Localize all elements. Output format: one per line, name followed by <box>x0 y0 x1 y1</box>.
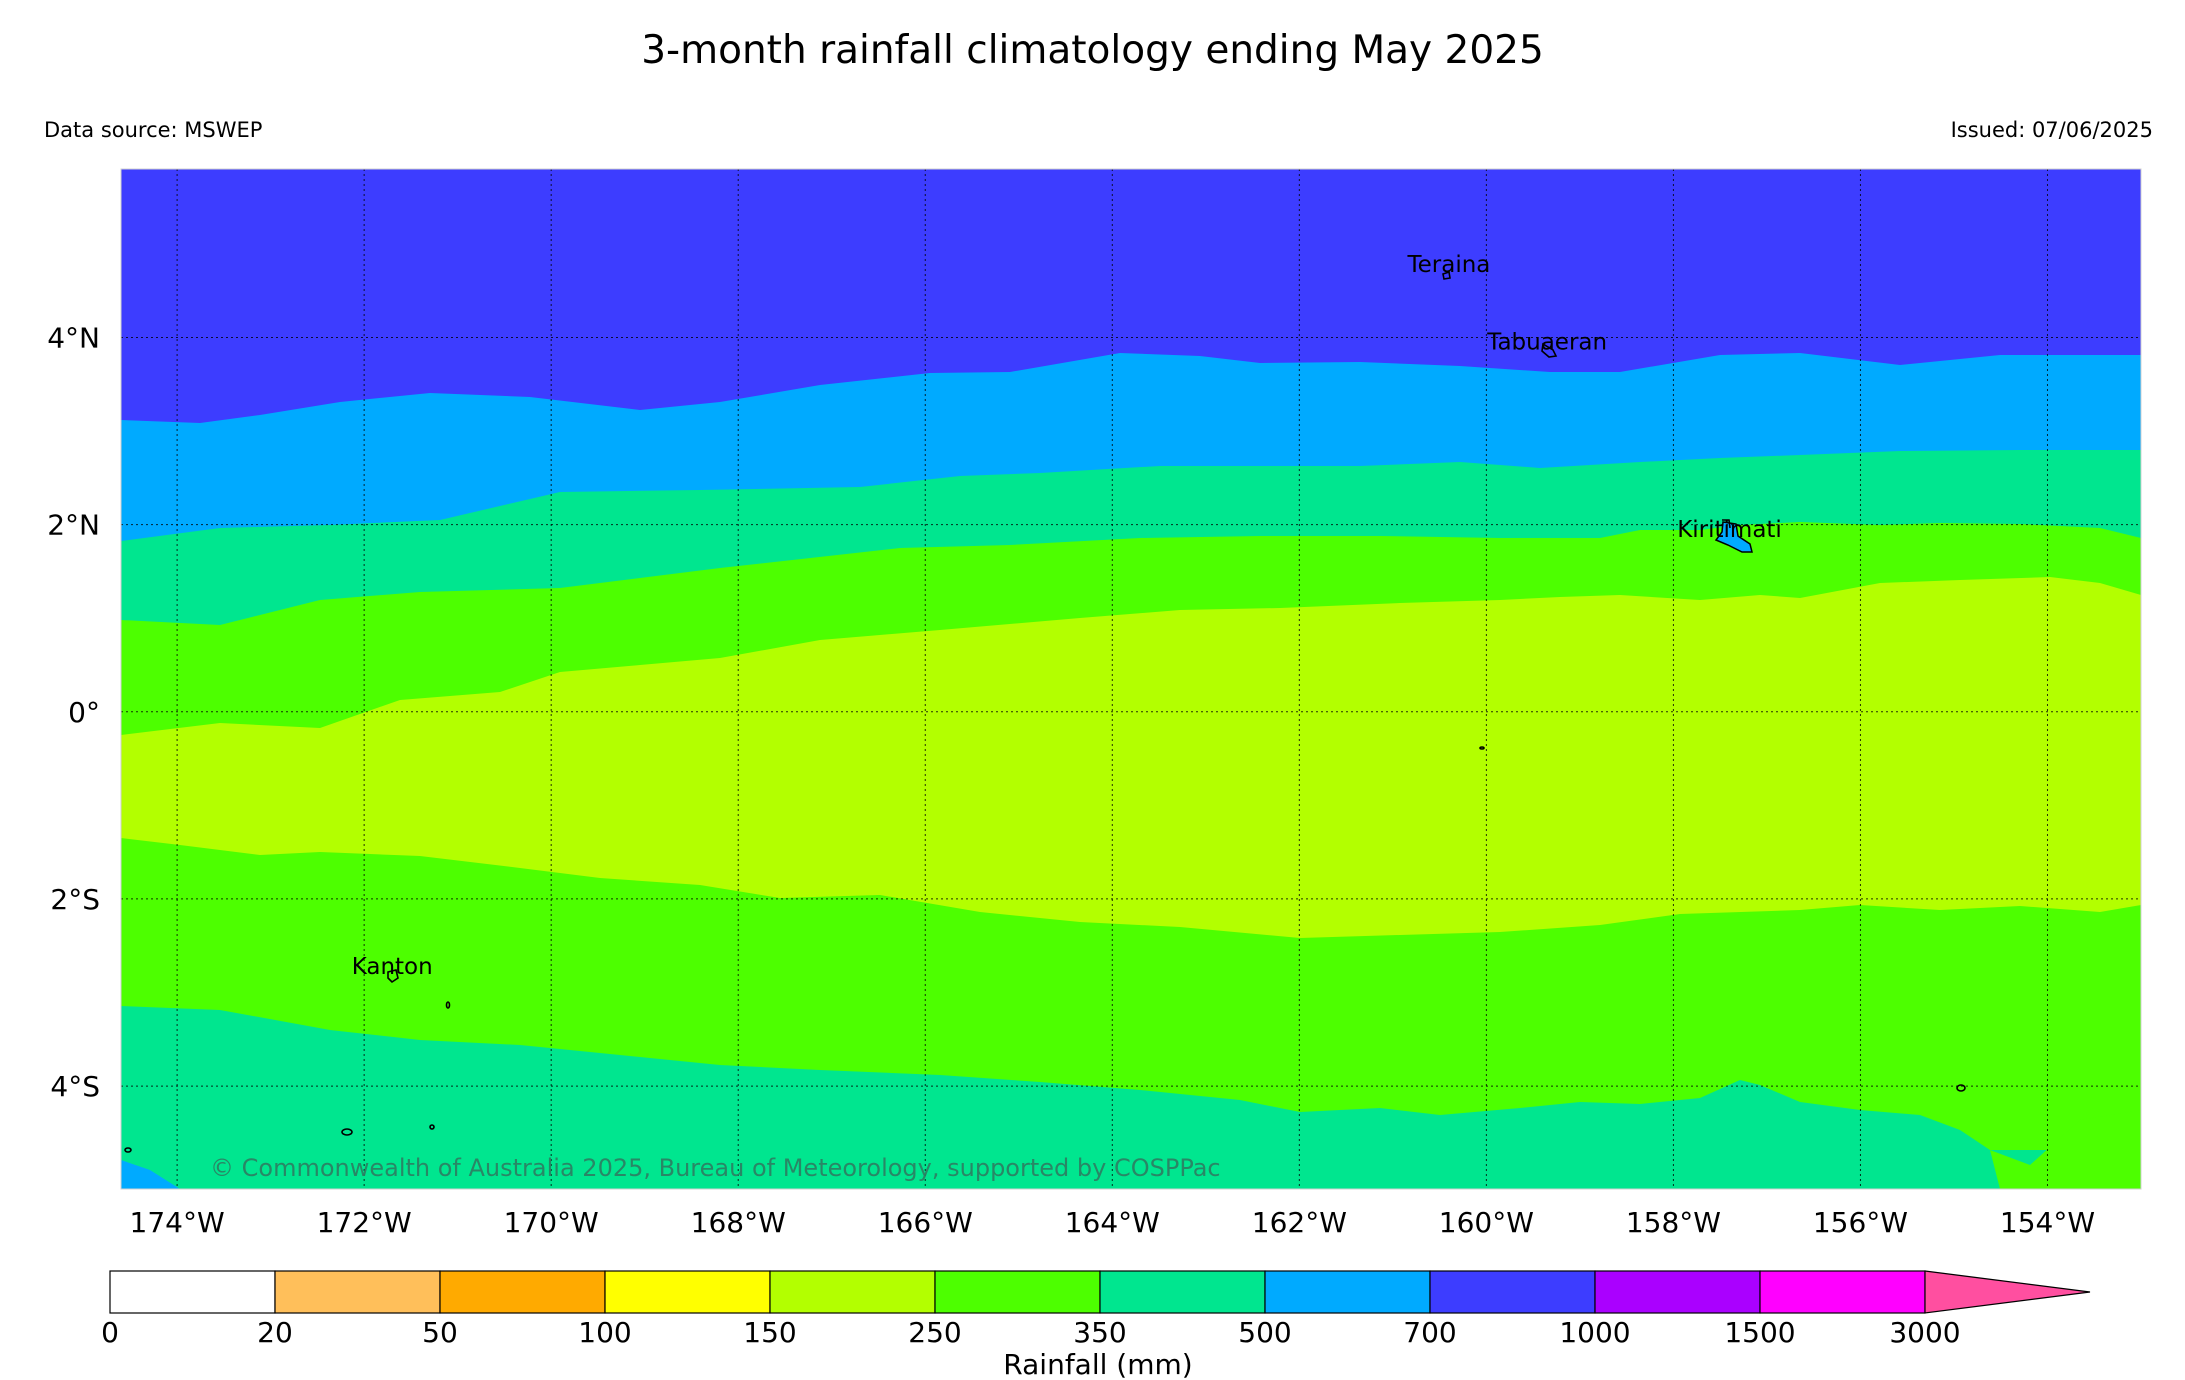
colorbar-tick-label: 500 <box>1238 1316 1291 1349</box>
colorbar-bin <box>1099 1270 1266 1314</box>
colorbar-tick-label: 20 <box>257 1316 293 1349</box>
longitude-tick-label: 174°W <box>130 1206 225 1239</box>
data-source-label: Data source: MSWEP <box>44 118 263 142</box>
longitude-tick-label: 170°W <box>504 1206 599 1239</box>
colorbar-bin <box>1264 1270 1431 1314</box>
longitude-tick-label: 158°W <box>1626 1206 1721 1239</box>
colorbar-bin <box>109 1270 276 1314</box>
kiritimati-outline <box>1722 519 1731 529</box>
colorbar-tick-labels: 0 20 50 100 150 250 350 500 700 1000 1500 3000 <box>101 1316 1961 1349</box>
islet-outline <box>1479 746 1485 750</box>
map-title: 3-month rainfall climatology ending May … <box>641 28 1544 73</box>
colorbar-tick-label: 50 <box>422 1316 458 1349</box>
longitude-tick-label: 162°W <box>1252 1206 1347 1239</box>
tabuaeran-outline <box>1541 342 1558 358</box>
colorbar-tick-label: 700 <box>1403 1316 1456 1349</box>
colorbar-title: Rainfall (mm) <box>1003 1348 1192 1380</box>
band-500-700-southwest <box>121 1160 180 1189</box>
colorbar-tick-label: 350 <box>1073 1316 1126 1349</box>
longitude-tick-labels: 174°W 172°W 170°W 168°W 166°W 164°W 162°W 160°W… <box>130 1206 2096 1239</box>
colorbar-bin <box>604 1270 771 1314</box>
latitude-tick-label: 2°N <box>47 509 100 542</box>
kanton-outline <box>387 969 399 984</box>
latitude-tick-label: 2°S <box>50 883 100 916</box>
latitude-tick-label: 4°N <box>47 321 100 354</box>
colorbar-bin <box>769 1270 936 1314</box>
colorbar-bin <box>439 1270 606 1314</box>
colorbar-tick-label: 150 <box>743 1316 796 1349</box>
longitude-tick-label: 166°W <box>878 1206 973 1239</box>
graticule <box>121 169 2141 1189</box>
rainfall-contour-field <box>121 169 2141 1189</box>
islet-outline <box>1956 1084 1966 1092</box>
colorbar-tick-label: 3000 <box>1889 1316 1960 1349</box>
place-label: Teraina <box>1407 252 1491 278</box>
colorbar-extend-arrow <box>1924 1270 2091 1314</box>
teraina-outline <box>1442 270 1451 280</box>
island-outlines <box>124 270 1966 1153</box>
colorbar-bin <box>1759 1270 1926 1314</box>
colorbar-tick-label: 1500 <box>1724 1316 1795 1349</box>
longitude-tick-label: 154°W <box>2000 1206 2095 1239</box>
colorbar-tick-label: 250 <box>908 1316 961 1349</box>
place-label: Tabuaeran <box>1486 330 1607 356</box>
islet-outline <box>124 1147 132 1153</box>
colorbar-tick-label: 1000 <box>1559 1316 1630 1349</box>
colorbar-bin <box>274 1270 441 1314</box>
colorbar-tick-label: 100 <box>578 1316 631 1349</box>
islet-outline <box>429 1124 435 1130</box>
colorbar-bin <box>1594 1270 1761 1314</box>
issued-date-label: Issued: 07/06/2025 <box>1950 118 2153 142</box>
longitude-tick-label: 156°W <box>1813 1206 1908 1239</box>
place-label: Kanton <box>352 954 433 980</box>
longitude-tick-label: 160°W <box>1439 1206 1534 1239</box>
latitude-tick-label: 4°S <box>50 1070 100 1103</box>
latitude-tick-label: 0° <box>68 696 100 729</box>
colorbar-tick-label: 0 <box>101 1316 119 1349</box>
colorbar-bin <box>1429 1270 1596 1314</box>
islet-outline <box>445 1001 451 1009</box>
place-label: Kiritimati <box>1677 517 1782 543</box>
rainfall-colorbar <box>109 1270 2091 1314</box>
place-labels: Teraina Tabuaeran Kiritimati Kanton <box>352 252 1782 980</box>
kiritimati-high-rain-patch <box>1714 521 1753 553</box>
longitude-tick-label: 164°W <box>1065 1206 1160 1239</box>
longitude-tick-label: 168°W <box>691 1206 786 1239</box>
latitude-tick-labels: 4°N 2°N 0° 2°S 4°S <box>47 321 100 1103</box>
band-250-350-southeast <box>1990 1110 2141 1189</box>
colorbar-bin <box>934 1270 1101 1314</box>
band-350-500-south <box>121 1006 2141 1189</box>
islet-outline <box>341 1128 353 1136</box>
longitude-tick-label: 172°W <box>317 1206 412 1239</box>
plot-frame <box>120 168 2142 1190</box>
copyright-notice: © Commonwealth of Australia 2025, Bureau… <box>210 1154 1221 1182</box>
